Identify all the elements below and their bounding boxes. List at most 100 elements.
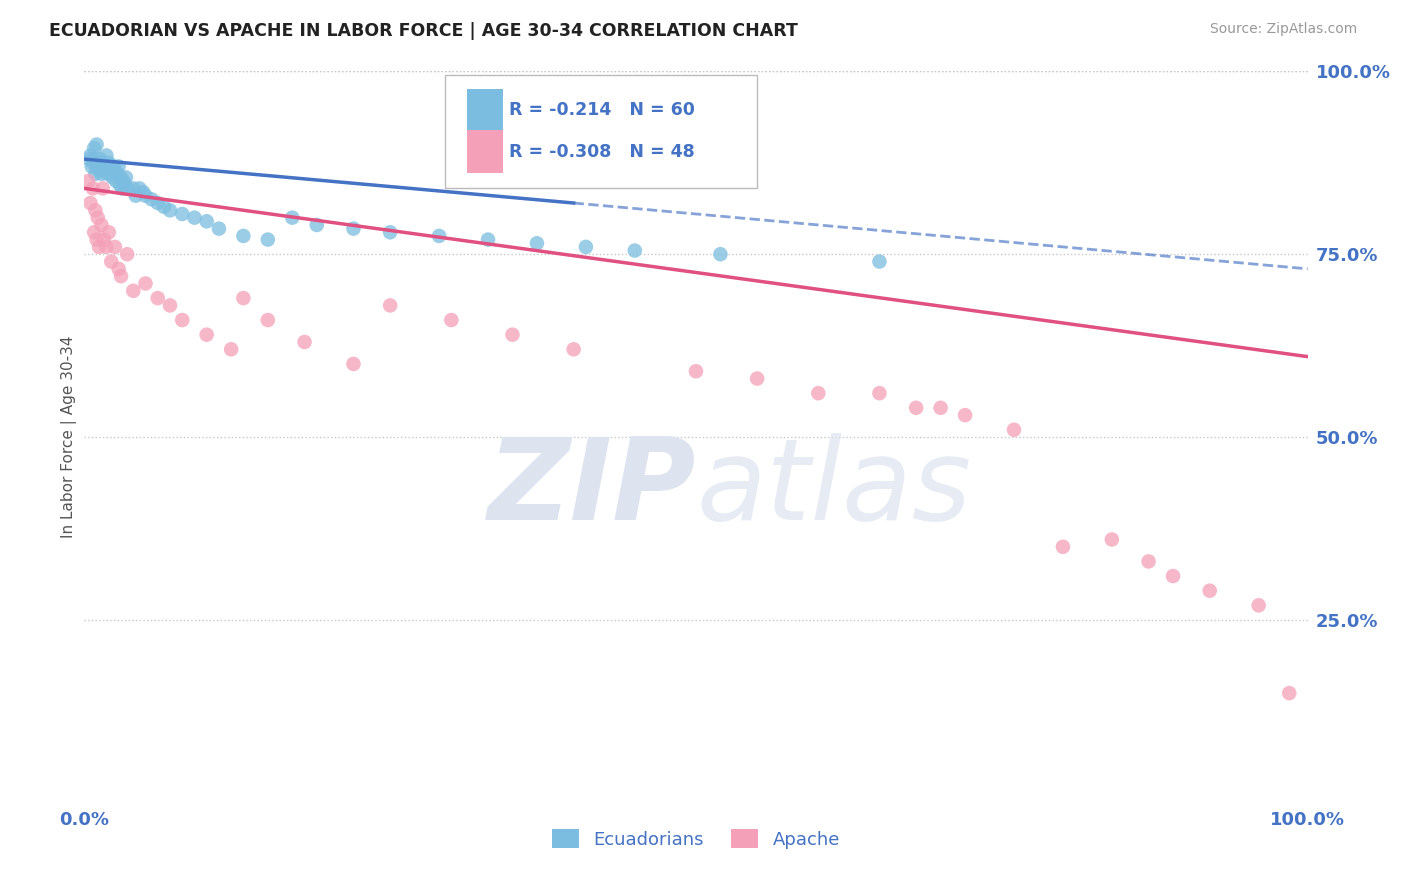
Point bbox=[257, 313, 280, 327]
Point bbox=[90, 167, 112, 181]
Text: ECUADORIAN VS APACHE IN LABOR FORCE | AGE 30-34 CORRELATION CHART: ECUADORIAN VS APACHE IN LABOR FORCE | AG… bbox=[49, 22, 799, 40]
Point bbox=[77, 152, 100, 166]
Point bbox=[84, 203, 107, 218]
Point bbox=[477, 233, 499, 247]
Point bbox=[135, 188, 157, 202]
Text: ZIP: ZIP bbox=[488, 433, 696, 544]
Point bbox=[101, 170, 124, 185]
Text: R = -0.214   N = 60: R = -0.214 N = 60 bbox=[509, 101, 695, 120]
Point bbox=[146, 291, 169, 305]
Point bbox=[135, 277, 157, 291]
Point bbox=[172, 313, 194, 327]
Point bbox=[342, 221, 364, 235]
Point bbox=[87, 156, 110, 170]
Point bbox=[125, 188, 148, 202]
Point bbox=[91, 156, 114, 170]
Point bbox=[159, 203, 181, 218]
Point bbox=[83, 225, 105, 239]
Point bbox=[97, 167, 120, 181]
Point bbox=[111, 181, 134, 195]
Point bbox=[97, 225, 120, 239]
Point bbox=[232, 228, 254, 243]
Point bbox=[380, 225, 402, 239]
Point bbox=[1002, 423, 1025, 437]
Point bbox=[83, 152, 105, 166]
Point bbox=[115, 170, 138, 185]
Point bbox=[122, 181, 145, 195]
Point bbox=[114, 178, 136, 192]
Point bbox=[526, 236, 548, 251]
Text: Source: ZipAtlas.com: Source: ZipAtlas.com bbox=[1209, 22, 1357, 37]
Point bbox=[905, 401, 928, 415]
Point bbox=[132, 185, 155, 199]
Point bbox=[79, 148, 101, 162]
Point bbox=[89, 152, 111, 166]
Point bbox=[93, 233, 115, 247]
Point bbox=[112, 174, 135, 188]
Point bbox=[380, 298, 402, 312]
Point bbox=[77, 174, 100, 188]
Text: R = -0.308   N = 48: R = -0.308 N = 48 bbox=[509, 143, 695, 161]
Point bbox=[747, 371, 769, 385]
Point bbox=[80, 160, 103, 174]
Point bbox=[183, 211, 205, 225]
Point bbox=[1052, 540, 1074, 554]
Point bbox=[97, 156, 120, 170]
Point bbox=[1101, 533, 1123, 547]
Point bbox=[1198, 583, 1220, 598]
Point bbox=[82, 181, 104, 195]
Point bbox=[87, 240, 110, 254]
Point bbox=[105, 174, 128, 188]
Point bbox=[342, 357, 364, 371]
Point bbox=[153, 200, 176, 214]
Point bbox=[281, 211, 304, 225]
Point bbox=[219, 343, 242, 357]
Point bbox=[294, 334, 316, 349]
Point bbox=[100, 167, 122, 181]
Point bbox=[96, 240, 118, 254]
Point bbox=[208, 221, 231, 235]
Point bbox=[107, 160, 129, 174]
Point bbox=[104, 240, 127, 254]
Point bbox=[87, 211, 110, 225]
Point bbox=[1247, 599, 1270, 613]
Point bbox=[115, 181, 138, 195]
Point bbox=[96, 148, 118, 162]
Point bbox=[232, 291, 254, 305]
Point bbox=[87, 163, 110, 178]
Point bbox=[104, 163, 127, 178]
Point bbox=[141, 193, 163, 207]
Point bbox=[257, 233, 280, 247]
Point bbox=[82, 156, 104, 170]
Point bbox=[100, 254, 122, 268]
Point bbox=[427, 228, 450, 243]
Point bbox=[624, 244, 647, 258]
Point bbox=[159, 298, 181, 312]
Point bbox=[440, 313, 463, 327]
Point bbox=[84, 167, 107, 181]
Point bbox=[1137, 554, 1160, 568]
Point bbox=[172, 207, 194, 221]
Point bbox=[869, 386, 891, 401]
Legend: Ecuadorians, Apache: Ecuadorians, Apache bbox=[544, 822, 848, 856]
Point bbox=[107, 261, 129, 276]
Point bbox=[86, 160, 108, 174]
Text: atlas: atlas bbox=[696, 433, 972, 544]
Point bbox=[98, 160, 121, 174]
FancyBboxPatch shape bbox=[467, 130, 503, 173]
Point bbox=[575, 240, 598, 254]
Point bbox=[146, 196, 169, 211]
Point bbox=[562, 343, 585, 357]
Point bbox=[90, 218, 112, 232]
Point bbox=[94, 163, 117, 178]
Point bbox=[83, 141, 105, 155]
Point bbox=[195, 214, 218, 228]
Point bbox=[1278, 686, 1301, 700]
Point bbox=[122, 284, 145, 298]
Point bbox=[929, 401, 952, 415]
Point bbox=[110, 170, 132, 185]
Point bbox=[86, 233, 108, 247]
Point bbox=[869, 254, 891, 268]
Point bbox=[305, 218, 328, 232]
Point bbox=[502, 327, 524, 342]
